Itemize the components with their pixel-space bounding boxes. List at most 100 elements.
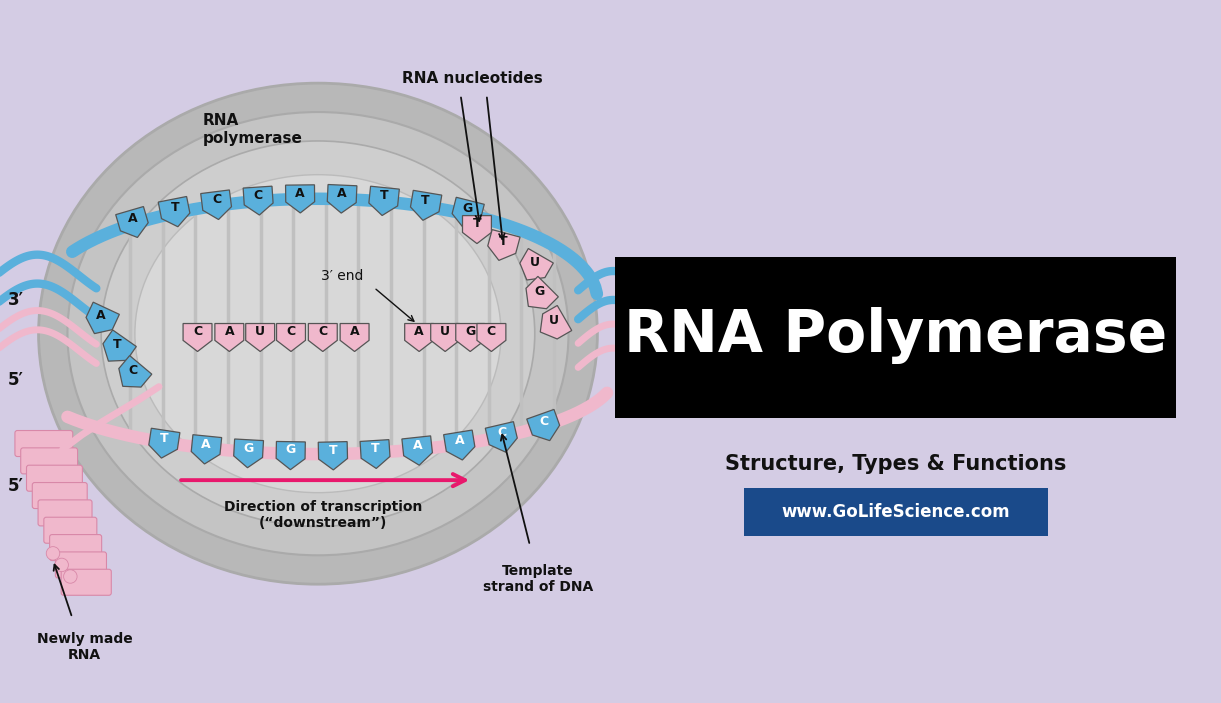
Bar (744, 488, 1049, 536)
Text: C: C (193, 325, 203, 338)
Polygon shape (526, 276, 558, 309)
Polygon shape (192, 434, 222, 464)
Text: Template
strand of DNA: Template strand of DNA (482, 565, 592, 595)
Polygon shape (103, 330, 137, 361)
FancyBboxPatch shape (15, 430, 73, 456)
Text: A: A (96, 309, 106, 322)
Text: C: C (487, 325, 496, 338)
Text: Structure, Types & Functions: Structure, Types & Functions (725, 453, 1067, 474)
Ellipse shape (39, 83, 597, 584)
Polygon shape (233, 439, 264, 467)
Polygon shape (443, 430, 475, 460)
Polygon shape (215, 323, 244, 352)
Polygon shape (463, 216, 491, 243)
Text: A: A (201, 438, 211, 451)
FancyBboxPatch shape (32, 482, 87, 508)
Polygon shape (327, 184, 357, 213)
Text: G: G (463, 202, 473, 215)
Polygon shape (309, 323, 337, 352)
Text: U: U (440, 325, 451, 338)
Text: C: C (212, 193, 221, 207)
Polygon shape (520, 249, 553, 280)
Text: T: T (498, 235, 507, 247)
Text: T: T (160, 432, 168, 445)
Polygon shape (410, 191, 442, 220)
Polygon shape (149, 428, 179, 458)
FancyBboxPatch shape (21, 448, 78, 474)
Text: T: T (114, 337, 122, 351)
Text: www.GoLifeScience.com: www.GoLifeScience.com (781, 503, 1011, 521)
Text: Newly made
RNA: Newly made RNA (37, 632, 133, 662)
Polygon shape (319, 441, 348, 470)
Text: G: G (535, 285, 545, 298)
Polygon shape (452, 198, 485, 228)
Polygon shape (540, 306, 571, 339)
Polygon shape (286, 185, 315, 213)
Text: A: A (413, 439, 422, 452)
Text: U: U (549, 314, 559, 327)
Text: G: G (465, 325, 475, 338)
Text: 5′: 5′ (7, 371, 23, 389)
Ellipse shape (134, 174, 501, 493)
Text: C: C (319, 325, 327, 338)
Text: T: T (171, 201, 179, 214)
Text: A: A (128, 212, 138, 225)
Text: C: C (497, 426, 507, 439)
Text: T: T (328, 444, 337, 457)
Ellipse shape (101, 141, 535, 527)
Polygon shape (369, 186, 399, 216)
Text: A: A (225, 325, 234, 338)
Text: A: A (455, 434, 465, 447)
Text: G: G (286, 444, 295, 456)
Polygon shape (245, 323, 275, 352)
Ellipse shape (67, 112, 569, 555)
Circle shape (63, 569, 77, 583)
Polygon shape (200, 190, 232, 219)
Text: T: T (371, 442, 380, 456)
Polygon shape (118, 356, 151, 387)
Text: T: T (421, 194, 430, 207)
FancyBboxPatch shape (55, 552, 106, 578)
Text: 5′: 5′ (7, 477, 23, 495)
FancyBboxPatch shape (27, 465, 82, 491)
Text: C: C (540, 415, 549, 428)
Text: U: U (255, 325, 265, 338)
Circle shape (55, 558, 68, 572)
Text: C: C (254, 189, 263, 202)
Polygon shape (360, 439, 389, 468)
Text: 3′: 3′ (7, 291, 23, 309)
Text: 3′ end: 3′ end (321, 269, 364, 283)
Polygon shape (116, 207, 148, 238)
Polygon shape (276, 441, 305, 470)
Text: RNA
polymerase: RNA polymerase (203, 113, 303, 146)
Text: A: A (337, 187, 347, 200)
Text: C: C (287, 325, 295, 338)
FancyBboxPatch shape (61, 569, 111, 595)
Polygon shape (485, 422, 518, 452)
Polygon shape (159, 197, 190, 227)
Polygon shape (85, 302, 120, 334)
Polygon shape (243, 186, 274, 215)
Text: T: T (380, 189, 388, 202)
Text: G: G (243, 441, 254, 455)
Polygon shape (487, 230, 520, 260)
FancyBboxPatch shape (44, 517, 96, 543)
FancyBboxPatch shape (50, 534, 101, 560)
Text: RNA nucleotides: RNA nucleotides (402, 71, 542, 86)
Text: A: A (349, 325, 359, 338)
Text: A: A (295, 187, 305, 200)
Circle shape (46, 547, 60, 560)
Text: U: U (530, 256, 540, 269)
Text: T: T (473, 217, 481, 231)
Polygon shape (404, 323, 433, 352)
Polygon shape (276, 323, 305, 352)
FancyBboxPatch shape (38, 500, 92, 526)
Polygon shape (526, 409, 559, 441)
Text: C: C (128, 363, 138, 377)
Polygon shape (183, 323, 212, 352)
Polygon shape (341, 323, 369, 352)
Polygon shape (455, 323, 485, 352)
Bar (614, 257, 1177, 418)
Polygon shape (477, 323, 505, 352)
Text: A: A (414, 325, 424, 338)
